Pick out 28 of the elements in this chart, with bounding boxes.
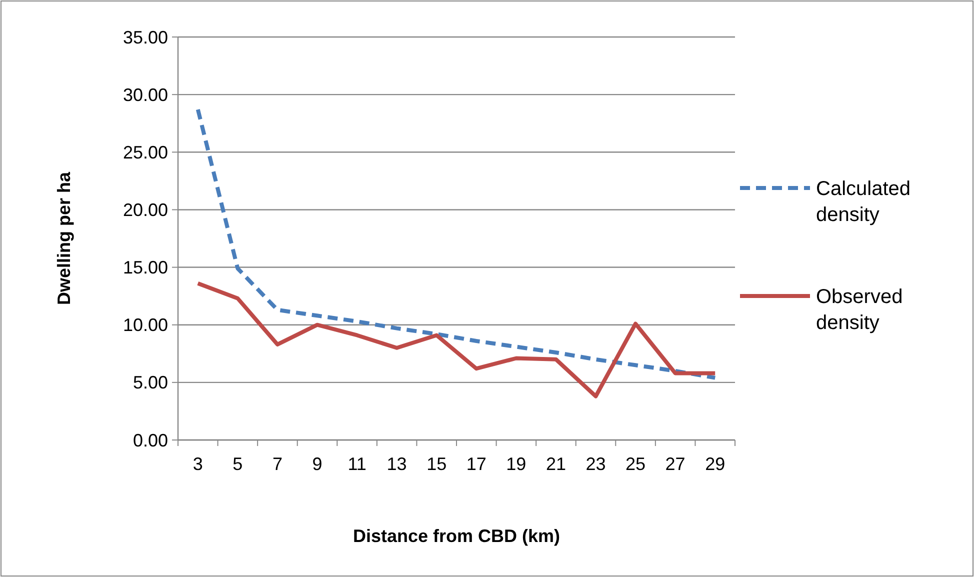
x-tick-label: 29: [705, 454, 726, 474]
line-series: [196, 108, 718, 380]
y-tick-label: 10.00: [122, 315, 168, 336]
x-axis-title: Distance from CBD (km): [352, 526, 560, 546]
x-tick-label: 23: [586, 454, 606, 474]
y-tick-label: 35.00: [122, 27, 168, 48]
x-tick-label: 21: [546, 454, 566, 474]
y-tick-label: 5.00: [132, 372, 168, 393]
x-tick-label: 19: [506, 454, 526, 474]
x-tick-label: 25: [626, 454, 646, 474]
x-tick-label: 9: [312, 454, 322, 474]
x-tick-label: 17: [466, 454, 486, 474]
x-tick-label: 13: [386, 454, 407, 474]
y-tick-label: 25.00: [122, 142, 168, 162]
y-tick-label: 15.00: [122, 258, 168, 278]
x-tick-label: 7: [272, 454, 282, 474]
legend-label: Calculated density: [816, 178, 911, 226]
x-tick-label: 5: [232, 454, 243, 474]
y-tick-label: 20.00: [122, 200, 168, 220]
x-tick-label: 3: [192, 454, 203, 474]
legend-label: Observed density: [816, 286, 903, 334]
x-tick-label: 15: [426, 454, 447, 474]
y-axis-title: Dwelling per ha: [54, 171, 74, 306]
y-tick-label: 30.00: [122, 84, 168, 105]
y-tick-label: 0.00: [132, 430, 168, 450]
x-tick-label: 27: [665, 454, 686, 474]
line-series: [196, 281, 718, 398]
x-tick-label: 11: [348, 454, 366, 474]
